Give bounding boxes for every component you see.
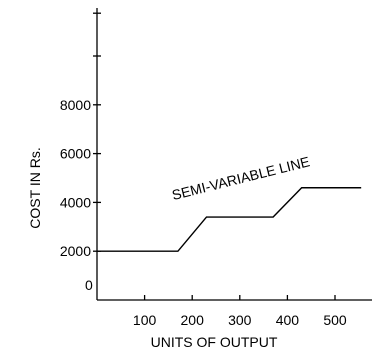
x-tick-label-100: 100 [133, 312, 157, 328]
semi-variable-line [97, 187, 362, 252]
y-tick-label-8000: 8000 [60, 97, 91, 113]
annotation-group: SEMI-VARIABLE LINE [170, 153, 311, 203]
x-tick-label-500: 500 [323, 312, 347, 328]
x-tick-label-200: 200 [181, 312, 205, 328]
series-group [97, 187, 362, 252]
origin-label: 0 [85, 277, 93, 293]
chart-axes [96, 8, 372, 301]
x-axis-title: UNITS OF OUTPUT [151, 334, 278, 350]
annotation-semi-variable-line: SEMI-VARIABLE LINE [170, 153, 311, 203]
x-tick-label-300: 300 [228, 312, 252, 328]
y-tick-label-6000: 6000 [60, 146, 91, 162]
x-tick-label-400: 400 [276, 312, 300, 328]
y-axis-title: COST IN Rs. [27, 147, 43, 228]
tick-group: 100 200 300 400 500 2000 4000 6000 8000 [60, 12, 347, 328]
y-tick-label-2000: 2000 [60, 243, 91, 259]
y-tick-label-4000: 4000 [60, 194, 91, 210]
